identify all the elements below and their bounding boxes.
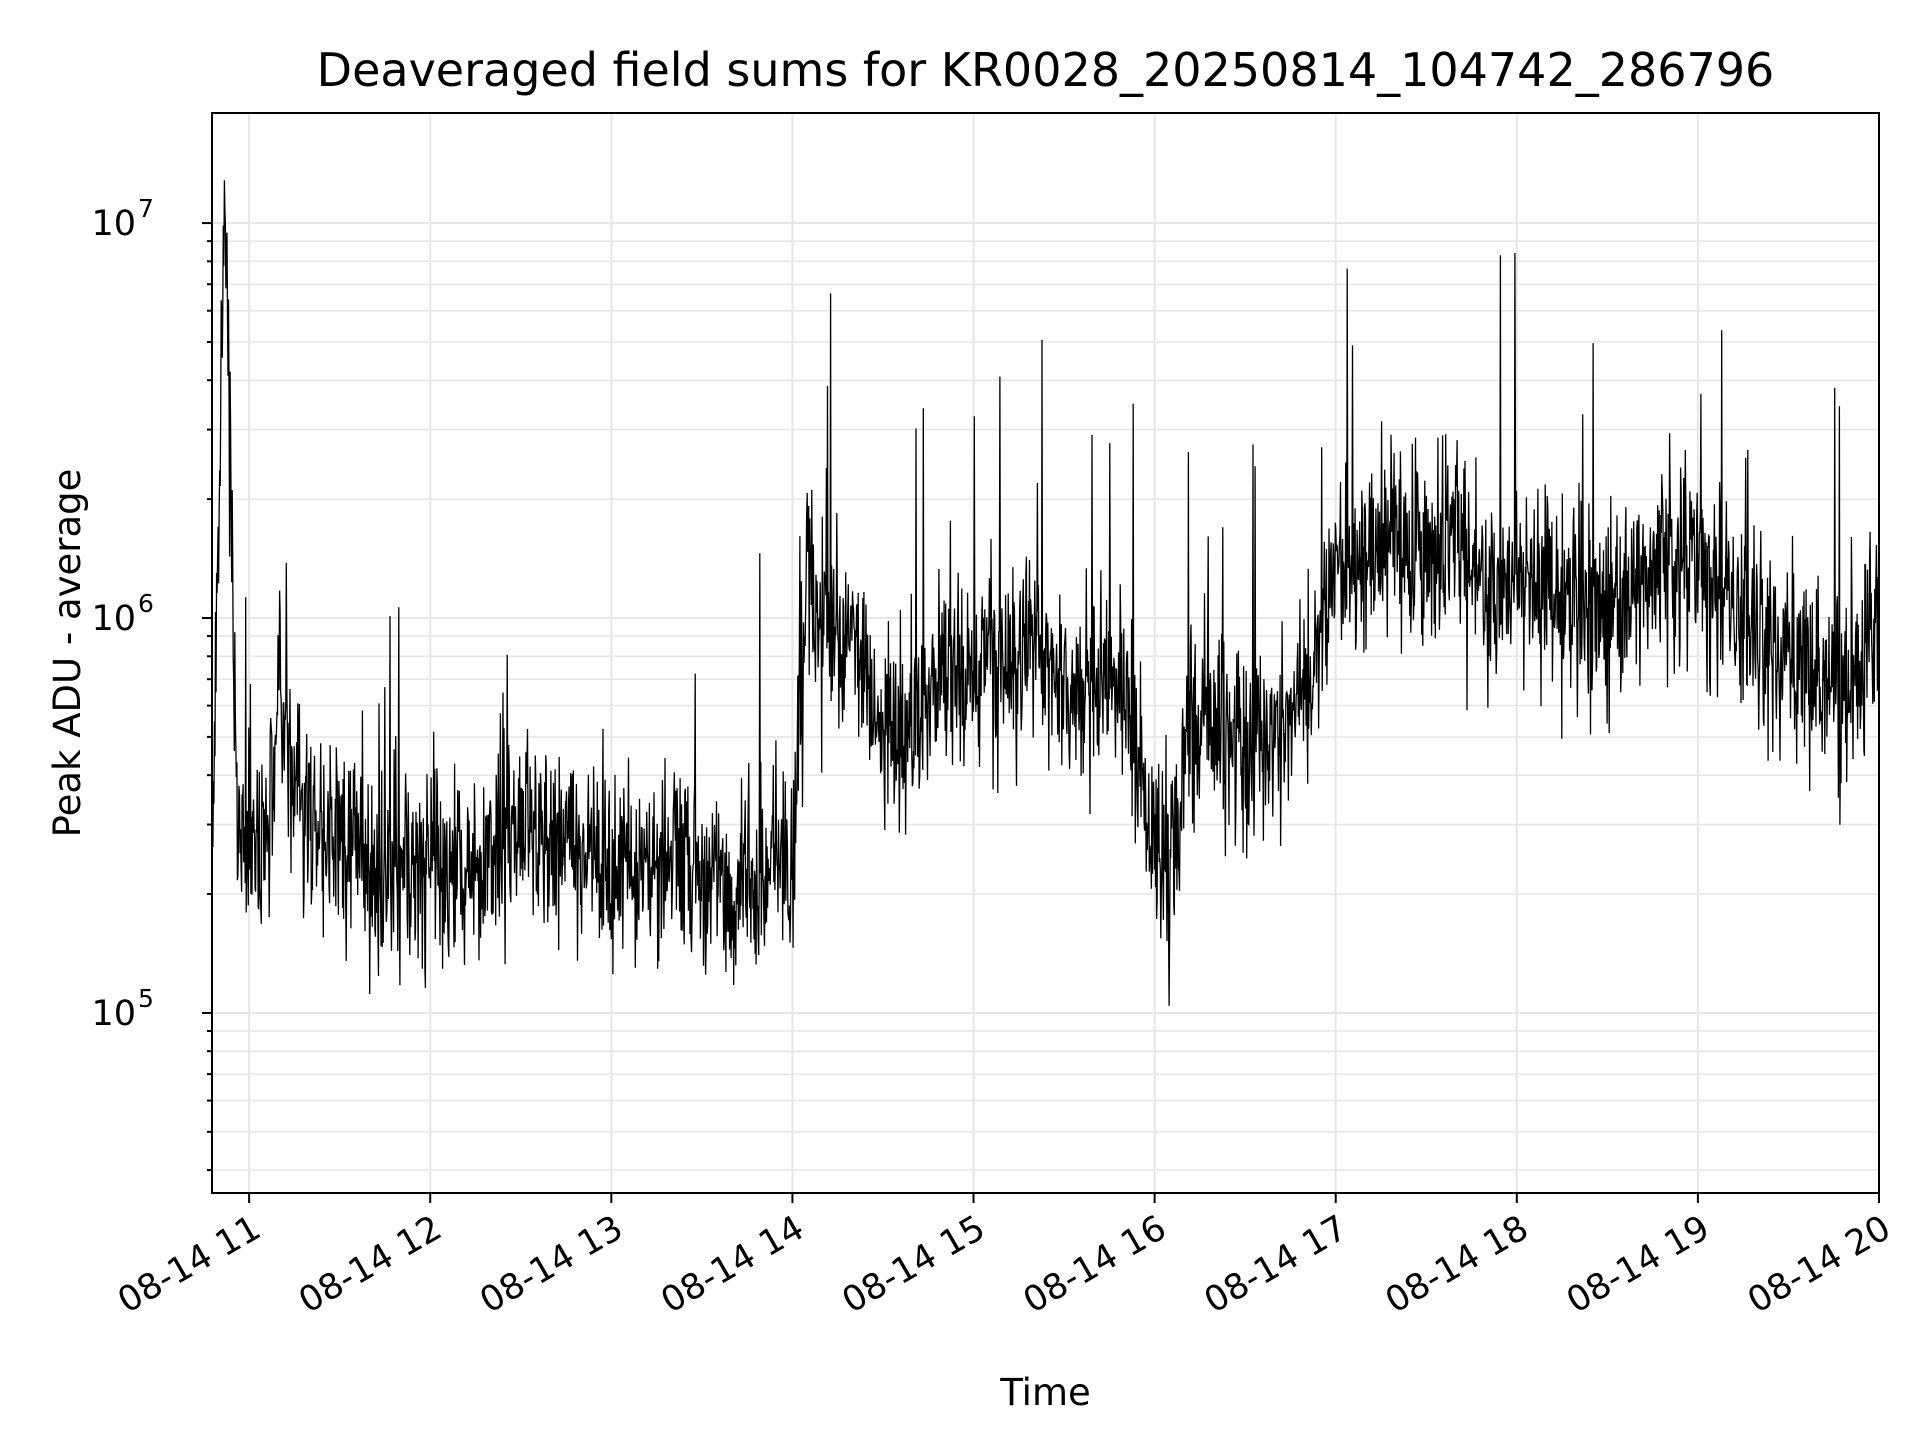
series-line-0 xyxy=(212,180,1880,1006)
y-tick-label-base: 10 xyxy=(91,204,136,244)
y-tick-label: 10 7 xyxy=(91,194,153,244)
y-tick-label-exponent: 5 xyxy=(138,984,154,1013)
y-tick-label-exponent: 6 xyxy=(138,589,154,618)
y-tick-label: 10 5 xyxy=(91,984,153,1034)
y-tick-label-exponent: 7 xyxy=(138,194,154,223)
plot-frame xyxy=(211,112,1880,1194)
y-tick-label: 10 6 xyxy=(91,589,153,639)
series-layer xyxy=(212,180,1880,1006)
y-axis-label: Peak ADU - average xyxy=(46,469,89,838)
x-axis-label: Time xyxy=(999,1371,1091,1414)
y-tick-label-base: 10 xyxy=(91,994,136,1034)
y-tick-label-base: 10 xyxy=(91,599,136,639)
chart-title: Deaveraged field sums for KR0028_2025081… xyxy=(317,43,1775,97)
